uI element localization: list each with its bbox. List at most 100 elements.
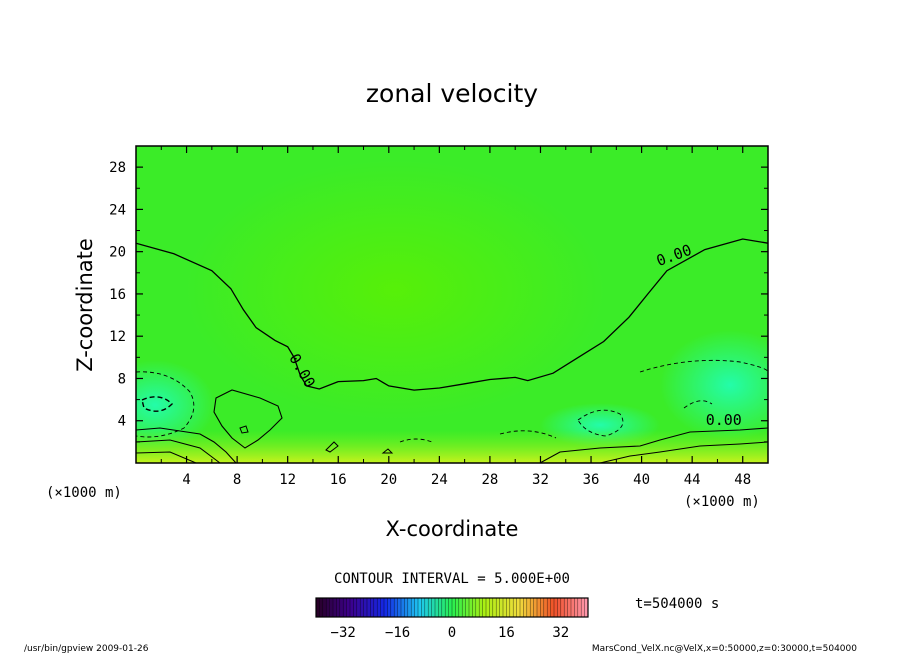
colorbar-cell <box>455 598 460 617</box>
x-tick-label: 40 <box>633 472 650 488</box>
colorbar-cell <box>377 598 381 617</box>
colorbar-cell <box>316 598 320 617</box>
colorbar-cell <box>584 598 589 617</box>
colorbar-cell <box>533 598 538 617</box>
colorbar-cell <box>397 598 402 617</box>
plot-frame <box>135 145 769 464</box>
colorbar-cell <box>401 598 405 617</box>
colorbar-cell <box>411 598 415 617</box>
contour-bottom-left-3 <box>136 451 197 463</box>
contour-interval-text: CONTOUR INTERVAL = 5.000E+00 <box>334 571 570 587</box>
y-tick-label: 24 <box>109 202 126 218</box>
colorbar-cell <box>509 598 514 617</box>
x-axis-unit: (×1000 m) <box>684 494 760 510</box>
colorbar-cell <box>336 598 341 617</box>
colorbar-cell <box>414 598 419 617</box>
colorbar-cell <box>523 598 528 617</box>
footer-right: MarsCond_VelX.nc@VelX,x=0:50000,z=0:3000… <box>592 644 857 654</box>
colorbar-cell <box>370 598 375 617</box>
colorbar-cell <box>564 598 568 617</box>
colorbar-cell <box>428 598 432 617</box>
contour-negative-right-2 <box>683 400 713 409</box>
y-tick-label: 28 <box>109 160 126 176</box>
y-tick-label: 8 <box>118 371 126 387</box>
colorbar-tick-label: 0 <box>448 625 456 641</box>
colorbar-tick-label: 32 <box>552 625 569 641</box>
contour-bottom-right-2 <box>599 441 768 463</box>
colorbar-cell <box>346 598 351 617</box>
colorbar-cell <box>431 598 436 617</box>
contour-negative-left <box>141 396 173 412</box>
colorbar-cell <box>438 598 443 617</box>
colorbar-cell <box>581 598 585 617</box>
colorbar-cell <box>394 598 398 617</box>
colorbar-cell <box>567 598 572 617</box>
colorbar-cell <box>543 598 548 617</box>
zero-contour-line <box>136 238 768 391</box>
contour-negative-bottom-3 <box>399 438 433 443</box>
y-axis-label: Z-coordinate <box>73 238 97 372</box>
colorbar-cell <box>418 598 422 617</box>
axis-ticks <box>136 146 768 463</box>
x-tick-label: 4 <box>182 472 190 488</box>
colorbar-cell <box>506 598 511 617</box>
colorbar-cell <box>520 598 524 617</box>
colorbar-cell <box>326 598 330 617</box>
contour-bottom-right <box>539 427 768 463</box>
colorbar-cell <box>424 598 429 617</box>
contour-label: 0.00 <box>706 411 742 429</box>
colorbar-tick-label: 16 <box>498 625 515 641</box>
colorbar-cell <box>373 598 378 617</box>
colorbar-cell <box>503 598 507 617</box>
colorbar-cell <box>557 598 562 617</box>
colorbar-cell <box>513 598 517 617</box>
colorbar-cell <box>367 598 371 617</box>
colorbar-cell <box>333 598 337 617</box>
x-tick-label: 44 <box>684 472 701 488</box>
colorbar-cell <box>472 598 477 617</box>
x-tick-label: 32 <box>532 472 549 488</box>
colorbar-cell <box>390 598 395 617</box>
footer-left: /usr/bin/gpview 2009-01-26 <box>24 644 149 654</box>
colorbar-cell <box>540 598 545 617</box>
colorbar-cell <box>356 598 361 617</box>
colorbar-cell <box>560 598 565 617</box>
colorbar-cell <box>526 598 531 617</box>
contour-negative-bottom-2 <box>499 430 557 439</box>
x-tick-label: 36 <box>583 472 600 488</box>
contour-bottom-left <box>136 427 237 463</box>
field-bottom-band <box>136 430 768 463</box>
colorbar-cell <box>465 598 470 617</box>
colorbar-cell <box>462 598 466 617</box>
colorbar-cell <box>479 598 483 617</box>
colorbar-cell <box>353 598 358 617</box>
colorbar-cell <box>384 598 388 617</box>
colorbar-frame <box>315 597 589 618</box>
colorbar-cell <box>516 598 521 617</box>
colorbar-cell <box>537 598 541 617</box>
contour-small-loop-3 <box>381 448 394 454</box>
colorbar-cell <box>458 598 463 617</box>
colorbar-cell <box>486 598 490 617</box>
colorbar <box>315 598 589 617</box>
colorbar-cell <box>571 598 575 617</box>
field-core <box>185 160 605 420</box>
colorbar-cell <box>339 598 344 617</box>
contour-negative-left-outer <box>136 371 195 438</box>
colorbar-cell <box>445 598 449 617</box>
colorbar-cell <box>407 598 412 617</box>
x-tick-label: 48 <box>734 472 751 488</box>
colorbar-cell <box>329 598 334 617</box>
colorbar-cell <box>343 598 347 617</box>
colorbar-cell <box>492 598 497 617</box>
x-tick-label: 16 <box>330 472 347 488</box>
colorbar-cell <box>421 598 426 617</box>
contour-blob-left <box>213 389 283 449</box>
colorbar-cell <box>350 598 354 617</box>
colorbar-cell <box>360 598 364 617</box>
colorbar-cell <box>499 598 504 617</box>
contour-small-loop <box>239 425 249 434</box>
colorbar-cell <box>469 598 473 617</box>
colorbar-cell <box>441 598 446 617</box>
